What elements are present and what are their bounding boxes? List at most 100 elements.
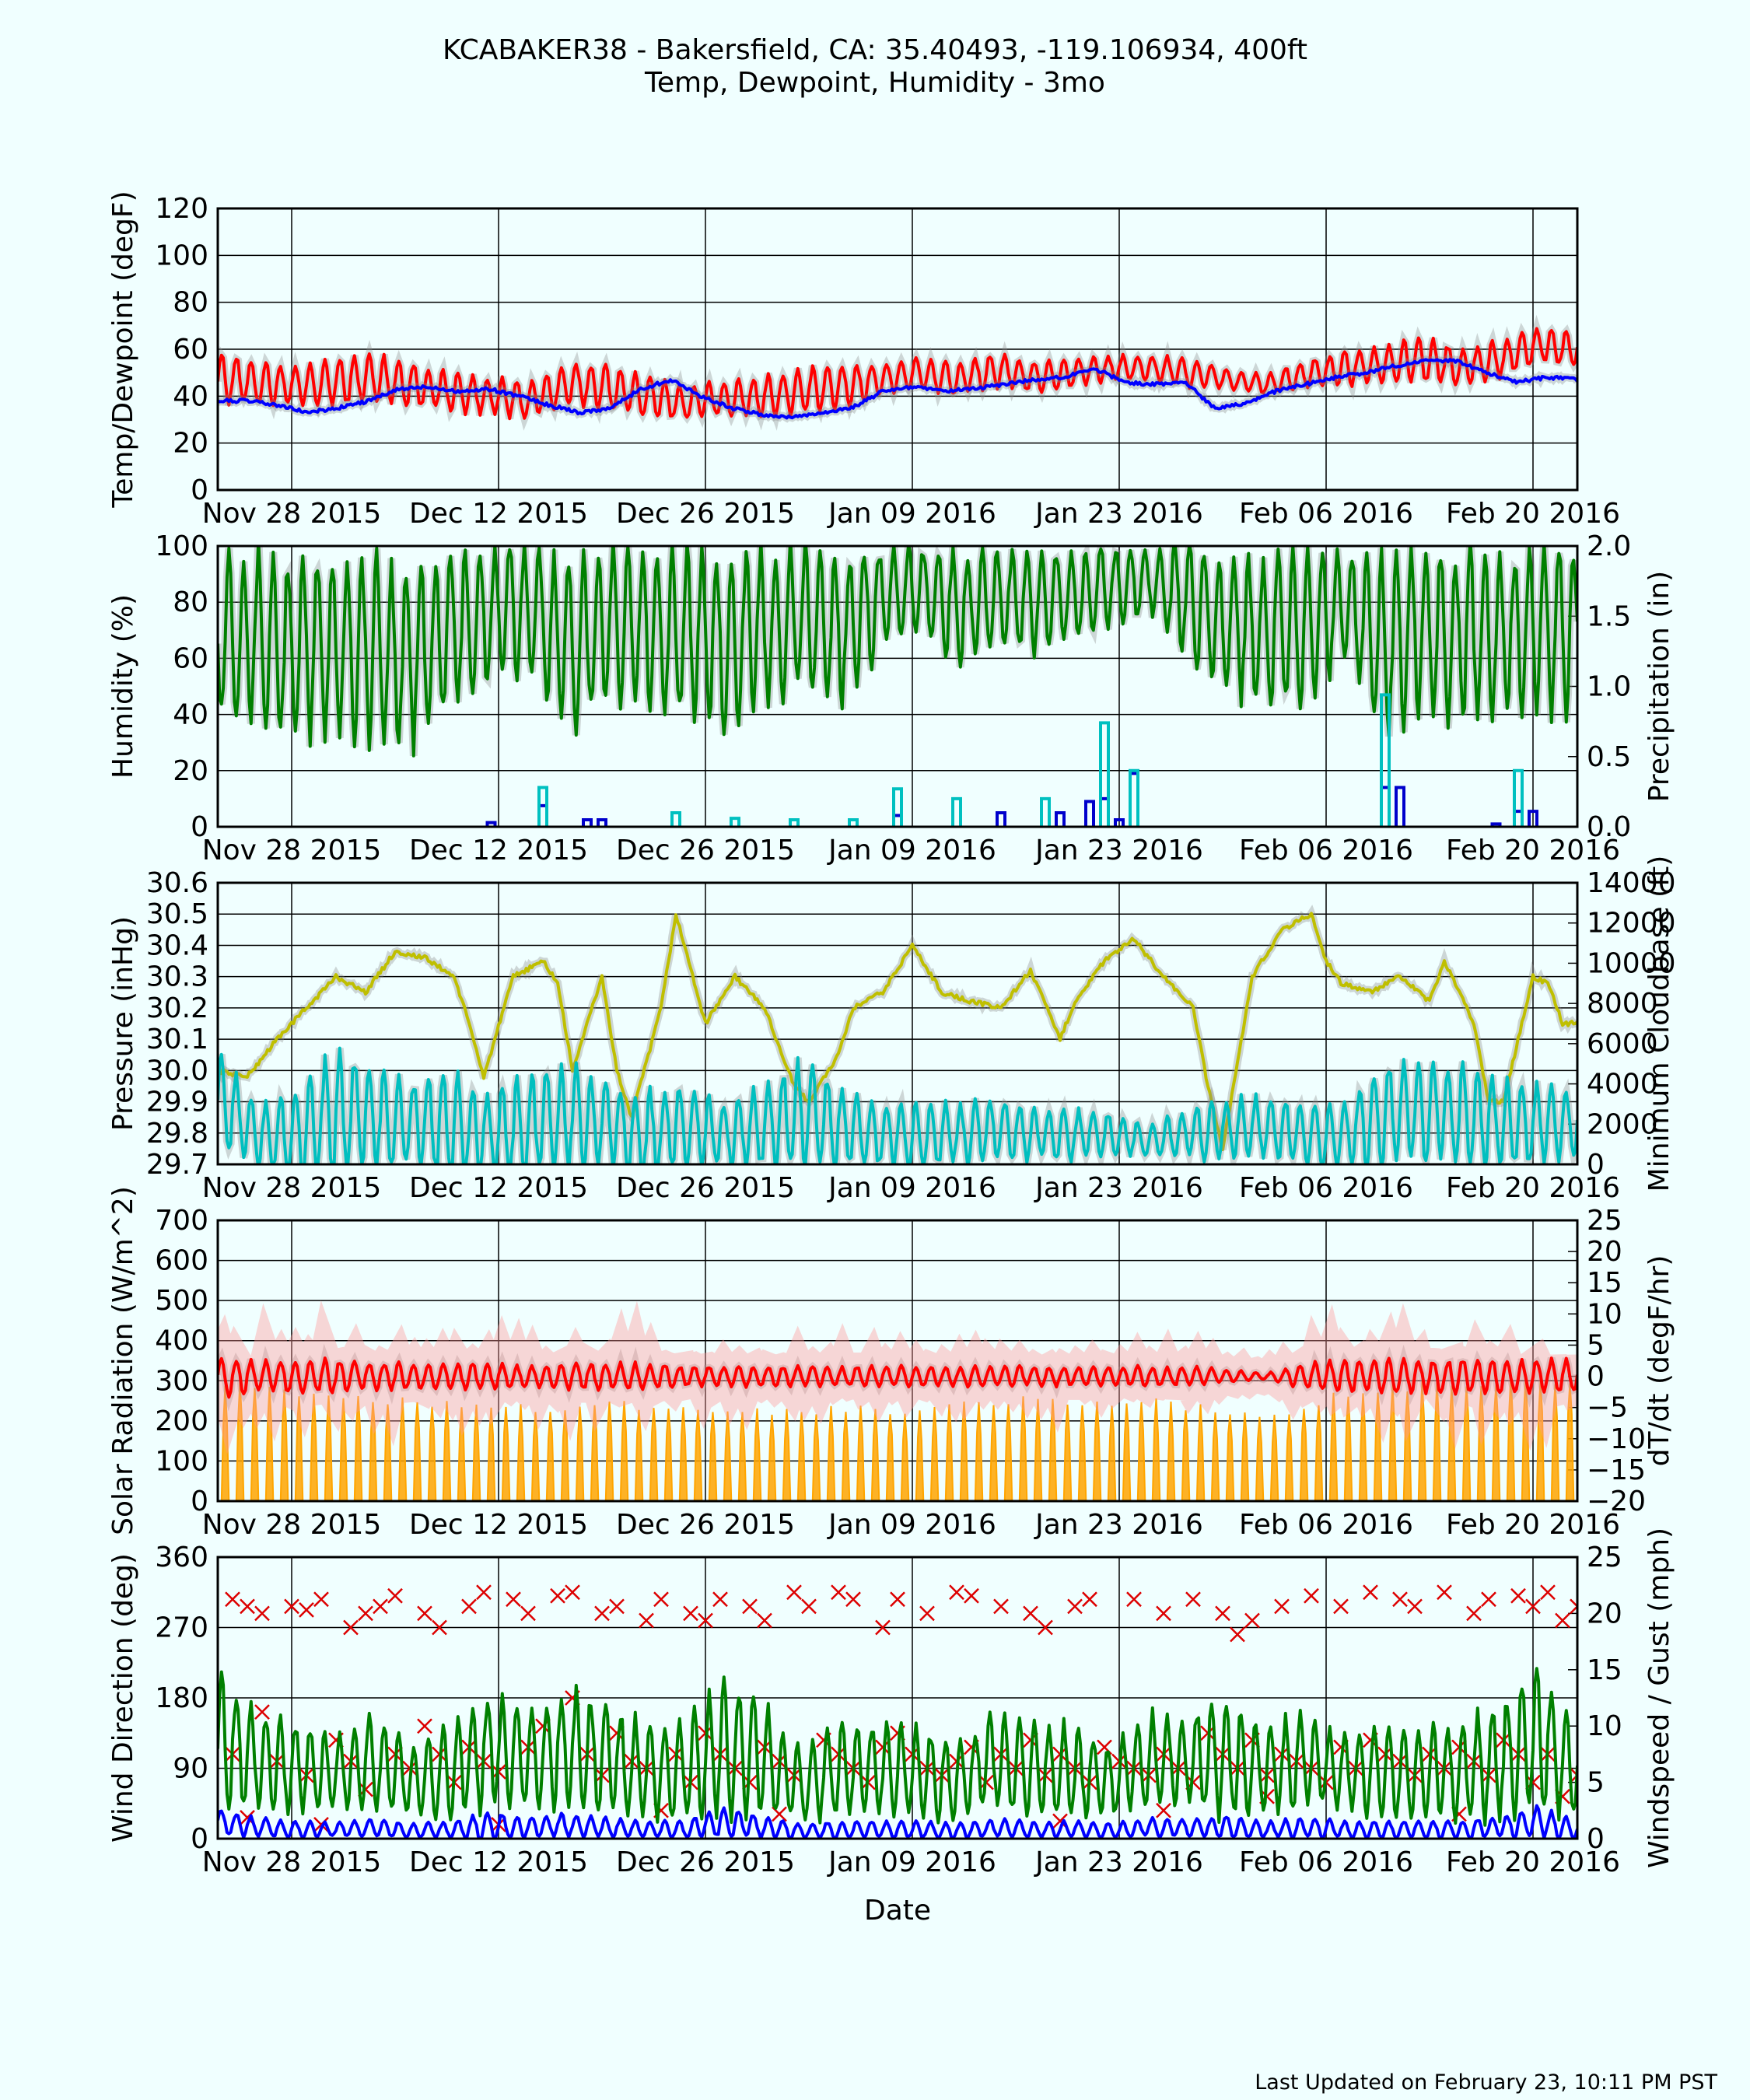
precip-bar: [1395, 786, 1405, 827]
x-tick-label: Jan 23 2016: [1034, 835, 1203, 866]
y-tick-label: 180: [155, 1682, 208, 1714]
y2-tick-label: 20: [1587, 1598, 1622, 1629]
wind-direction-point: [993, 1598, 1009, 1615]
wind-direction-point: [742, 1598, 758, 1615]
y2-tick-label: 0.0: [1587, 811, 1631, 843]
wind-direction-point: [1363, 1584, 1378, 1601]
y2-tick-label: 25: [1587, 1542, 1622, 1573]
wind-direction-point: [225, 1591, 240, 1608]
y-tick-label: 0: [191, 1823, 208, 1855]
wind-direction-point: [254, 1605, 270, 1622]
wind-direction-point: [506, 1591, 521, 1608]
wind-direction-point: [313, 1591, 329, 1608]
y-tick-label: 120: [155, 193, 208, 225]
wind-direction-point: [1156, 1605, 1171, 1622]
wind-direction-point: [1304, 1587, 1319, 1604]
cloudbase-line: [218, 1046, 1577, 1164]
y2-tick-label: −5: [1587, 1392, 1628, 1424]
precip-bar: [1099, 721, 1110, 827]
x-tick-label: Feb 06 2016: [1239, 1846, 1413, 1878]
wind-direction-point: [1510, 1587, 1526, 1604]
chart-title-line-1: KCABAKER38 - Bakersfield, CA: 35.40493, …: [442, 34, 1308, 66]
wind-direction-point: [417, 1718, 432, 1734]
y2-tick-label: 6000: [1587, 1028, 1658, 1060]
y-tick-label: 100: [155, 530, 208, 562]
x-tick-label: Dec 26 2015: [616, 498, 795, 530]
y2-tick-label: 4000: [1587, 1069, 1658, 1101]
precip-bar: [848, 817, 859, 827]
precip-bar: [1114, 817, 1125, 827]
wind-direction-point: [387, 1587, 403, 1604]
wind-direction-point: [1067, 1598, 1083, 1615]
x-tick-label: Dec 12 2015: [409, 498, 588, 530]
wind-direction-point: [550, 1587, 565, 1604]
x-tick-label: Feb 20 2016: [1446, 1509, 1620, 1541]
x-tick-label: Dec 26 2015: [616, 1509, 795, 1541]
y2-tick-label: −10: [1587, 1423, 1646, 1455]
wind-direction-point: [1126, 1591, 1142, 1608]
x-tick-label: Feb 06 2016: [1239, 835, 1413, 866]
wind-direction-point: [1407, 1598, 1423, 1615]
y2-tick-label: 2.0: [1587, 530, 1631, 562]
wind-direction-point: [476, 1584, 492, 1601]
precip-bar: [1040, 796, 1051, 827]
x-tick-label: Jan 09 2016: [827, 1509, 996, 1541]
y-axis-label: Solar Radiation (W/m^2): [107, 1186, 139, 1535]
x-tick-label: Nov 28 2015: [202, 835, 382, 866]
precip-bar: [597, 817, 607, 827]
wind-direction-point: [698, 1612, 713, 1629]
y-tick-label: 30.3: [146, 961, 208, 993]
y2-tick-label: 0.5: [1587, 741, 1631, 773]
x-tick-label: Feb 20 2016: [1446, 498, 1620, 530]
x-tick-label: Jan 23 2016: [1034, 1172, 1203, 1204]
plot-frame: [216, 544, 1579, 828]
precip-bar: [1380, 693, 1391, 827]
precip-bar: [1490, 822, 1502, 827]
y-tick-label: 20: [173, 755, 208, 787]
y2-tick-label: 5: [1587, 1329, 1605, 1361]
wind-direction-point: [1156, 1802, 1171, 1818]
panel-5: 0 90 180 270 360 Nov 28 2015 Dec 12 2015 Dec 26…: [107, 1528, 1675, 1878]
y-tick-label: 30.4: [146, 929, 208, 961]
y2-tick-label: 1.0: [1587, 671, 1631, 703]
wind-direction-point: [1274, 1598, 1290, 1615]
y-tick-label: 300: [155, 1365, 208, 1397]
wind-direction-point: [1023, 1605, 1038, 1622]
wind-direction-point: [1570, 1598, 1577, 1615]
y-tick-label: 0: [191, 1486, 208, 1517]
x-tick-label: Jan 23 2016: [1034, 1509, 1203, 1541]
precip-bar: [537, 786, 548, 827]
wind-direction-point: [1082, 1591, 1097, 1608]
last-updated-text: Last Updated on February 23, 10:11 PM PS…: [1255, 2070, 1717, 2095]
wind-direction-point: [1038, 1619, 1053, 1636]
wind-direction-point: [875, 1619, 891, 1636]
plot-area: [218, 1300, 1577, 1501]
precip-bar: [951, 796, 962, 827]
wind-direction-point: [1525, 1598, 1541, 1615]
x-tick-label: Dec 12 2015: [409, 1846, 588, 1878]
plot-frame: [216, 1219, 1579, 1503]
y-tick-label: 90: [173, 1753, 208, 1785]
y-tick-label: 60: [173, 642, 208, 674]
x-tick-label: Feb 06 2016: [1239, 1172, 1413, 1204]
y-tick-label: 29.7: [146, 1149, 208, 1181]
wind-direction-point: [520, 1605, 536, 1622]
y-tick-label: 700: [155, 1205, 208, 1237]
x-tick-label: Jan 23 2016: [1034, 498, 1203, 530]
chart-title-line-2: Temp, Dewpoint, Humidity - 3mo: [645, 67, 1105, 99]
y2-tick-label: 15: [1587, 1654, 1622, 1686]
dtdt-line: [218, 1356, 1577, 1399]
windspeed-line: [218, 1804, 1577, 1839]
wind-direction-point: [240, 1598, 255, 1615]
plot-frame: [216, 207, 1579, 492]
x-axis-label: Date: [864, 1895, 931, 1927]
x-tick-label: Jan 09 2016: [827, 1172, 996, 1204]
x-tick-label: Feb 06 2016: [1239, 1509, 1413, 1541]
y2-tick-label: 1.5: [1587, 600, 1631, 632]
y-tick-label: 20: [173, 428, 208, 460]
x-tick-label: Dec 12 2015: [409, 1172, 588, 1204]
wind-direction-point: [254, 1704, 270, 1720]
wind-direction-point: [890, 1591, 905, 1608]
wind-direction-point: [432, 1619, 447, 1636]
